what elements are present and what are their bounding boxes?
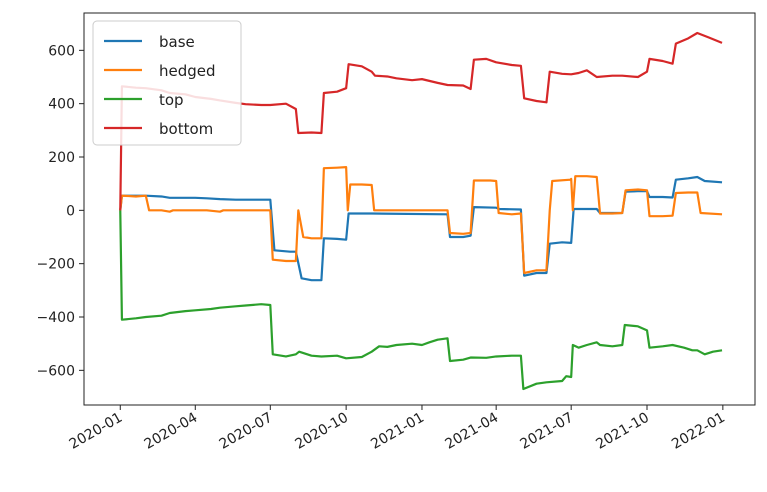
x-tick-label: 2021-10 — [593, 410, 652, 453]
series-line-top — [119, 210, 723, 391]
legend-box — [92, 20, 242, 146]
y-tick-label: 400 — [48, 97, 75, 113]
legend-label-hedged: hedged — [159, 62, 216, 80]
y-tick-label: −400 — [37, 310, 75, 326]
x-axis: 2020-01 2020-04 2020-07 2020-10 2021-01 2021-… — [67, 405, 728, 453]
x-tick-label: 2020-07 — [217, 410, 276, 453]
legend-label-bottom: bottom — [159, 120, 213, 138]
x-tick-label: 2022-01 — [669, 410, 728, 453]
x-tick-label: 2021-01 — [368, 410, 427, 453]
legend-label-top: top — [159, 91, 184, 109]
x-tick-label: 2021-04 — [442, 410, 501, 453]
x-tick-label: 2020-01 — [67, 410, 126, 453]
y-tick-label: −600 — [37, 363, 75, 379]
y-axis: −600 −400 −200 0 200 400 600 — [37, 43, 84, 379]
y-tick-label: 200 — [48, 150, 75, 166]
series-line-base — [119, 175, 723, 282]
x-tick-label: 2020-04 — [142, 410, 201, 453]
y-tick-label: −200 — [37, 257, 75, 273]
x-tick-label: 2020-10 — [292, 410, 351, 453]
legend: base hedged top bottom — [92, 20, 242, 146]
y-tick-label: 0 — [66, 203, 75, 219]
y-tick-label: 600 — [48, 43, 75, 59]
series-line-hedged — [119, 166, 723, 275]
legend-label-base: base — [159, 33, 195, 51]
plot-frame — [83, 12, 756, 406]
x-tick-label: 2021-07 — [518, 410, 577, 453]
